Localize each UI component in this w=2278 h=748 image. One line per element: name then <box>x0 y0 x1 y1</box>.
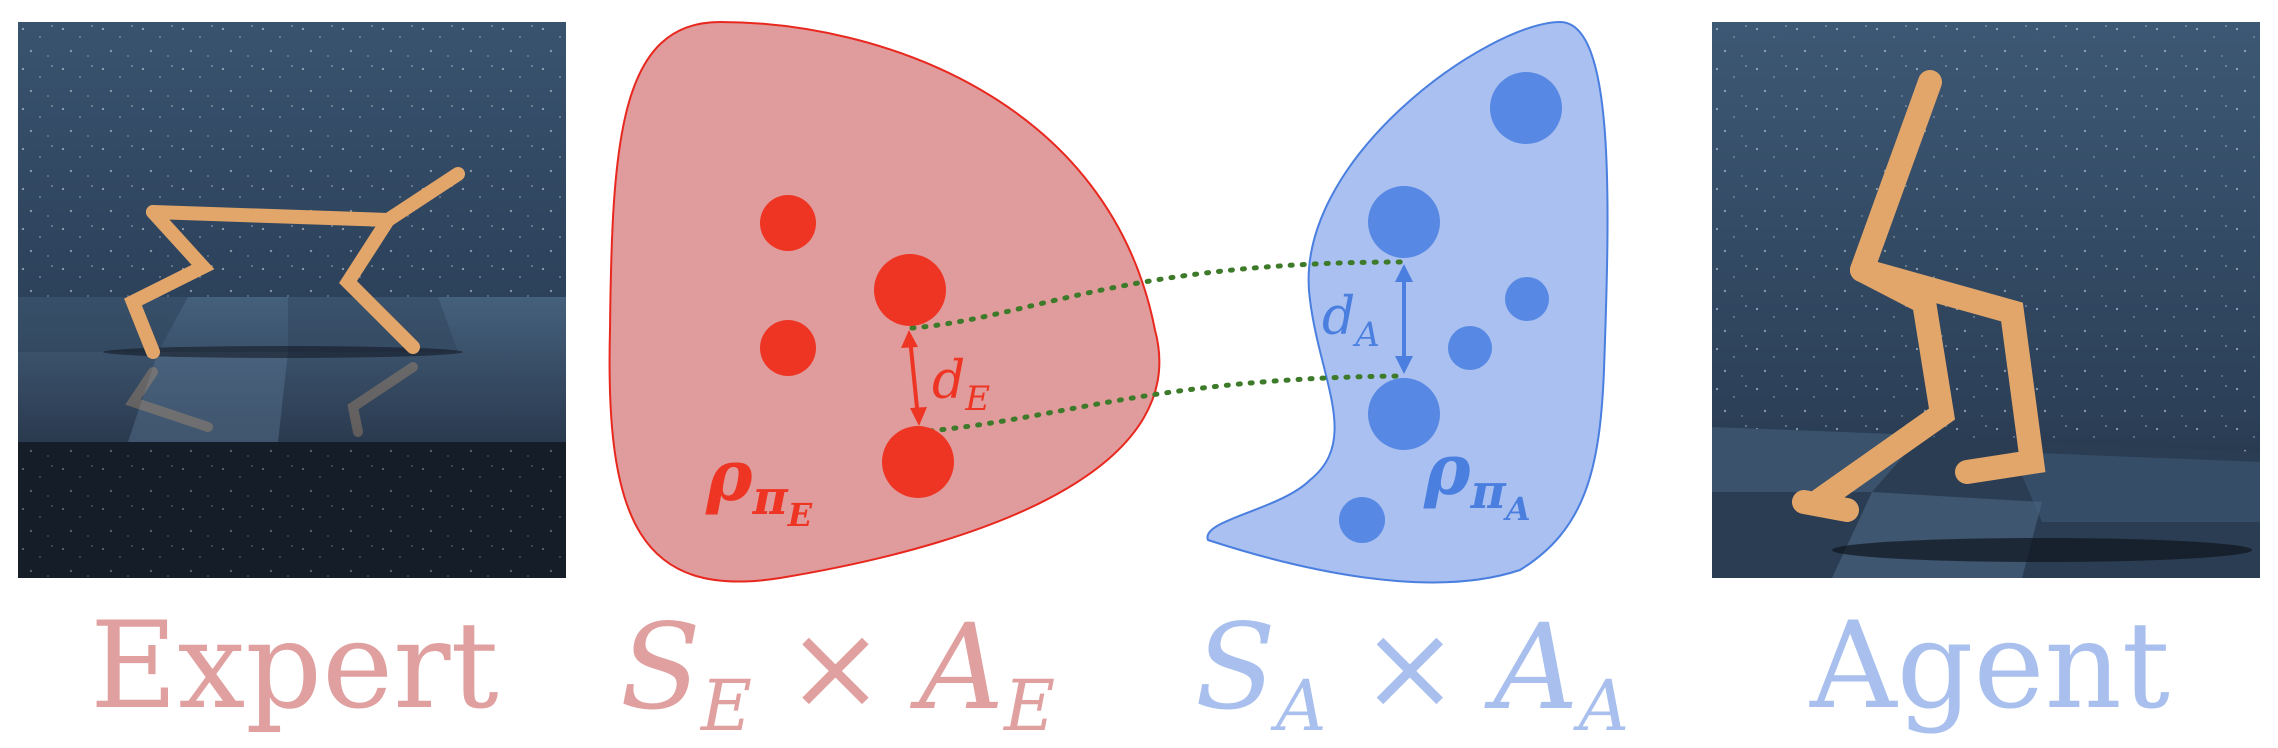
agent-point <box>1339 497 1385 543</box>
agent-point <box>1505 277 1549 321</box>
expert-point <box>874 254 946 326</box>
expert-cheetah-scene <box>18 22 566 578</box>
link-upper <box>909 259 1406 331</box>
agent-caption: Agent <box>1810 597 2170 736</box>
agent-occupancy-label: ρπA <box>1423 428 1531 528</box>
agent-distance-arrow <box>1395 264 1413 374</box>
agent-point <box>1368 378 1440 450</box>
agent-point <box>1368 186 1440 258</box>
expert-point <box>760 195 816 251</box>
agent-robot <box>1792 70 2046 522</box>
expert-distance-label: dE <box>932 351 990 419</box>
expert-space-label: SE × AE <box>620 598 1056 747</box>
agent-walker-scene <box>1712 22 2260 578</box>
expert-robot <box>124 167 465 359</box>
expert-occupancy-label: ρπE <box>705 434 813 534</box>
agent-point <box>1448 326 1492 370</box>
agent-point <box>1490 72 1562 144</box>
expert-distance-arrow <box>901 330 927 426</box>
expert-point <box>882 426 954 498</box>
agent-occupancy-region <box>1206 20 1609 584</box>
link-lower <box>915 373 1406 435</box>
expert-caption: Expert <box>90 597 499 736</box>
agent-render-image <box>1712 22 2260 578</box>
agent-space-label: SA × AA <box>1195 598 1630 747</box>
expert-render-image <box>18 22 566 578</box>
agent-distance-label: dA <box>1322 287 1380 355</box>
expert-point <box>760 320 816 376</box>
